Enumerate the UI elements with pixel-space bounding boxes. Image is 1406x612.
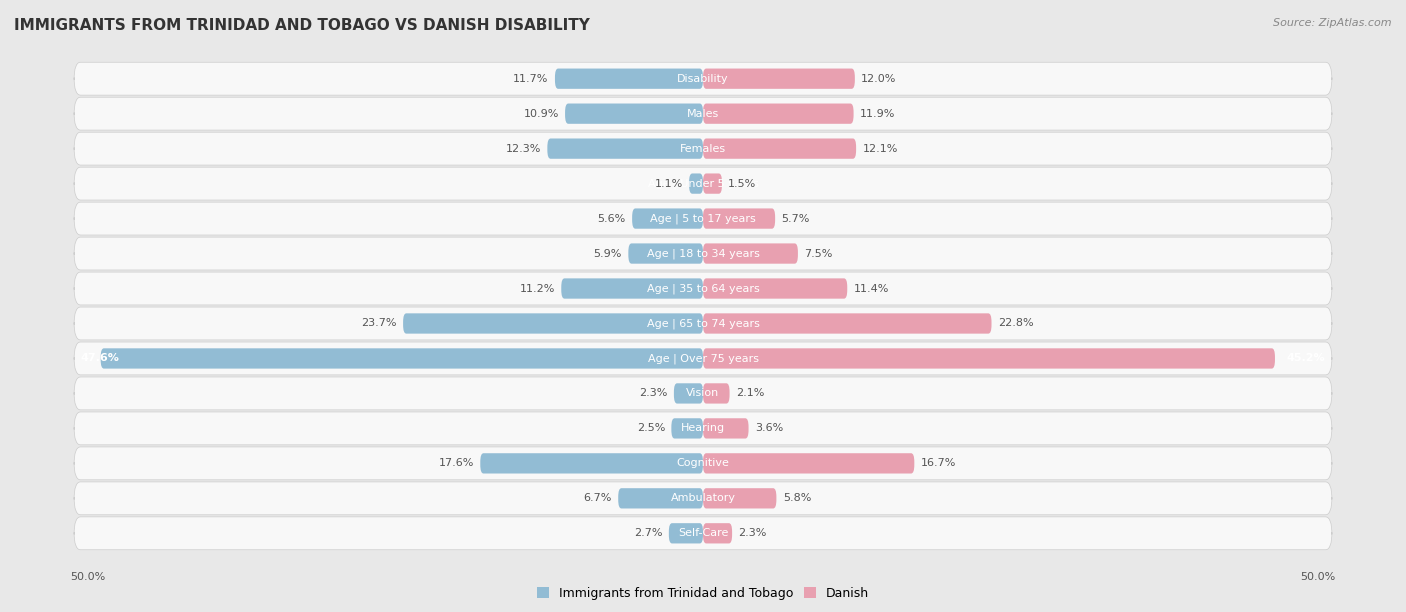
Text: 2.5%: 2.5% bbox=[637, 424, 665, 433]
Text: 1.1%: 1.1% bbox=[655, 179, 683, 188]
FancyBboxPatch shape bbox=[75, 412, 1331, 445]
Text: Source: ZipAtlas.com: Source: ZipAtlas.com bbox=[1274, 18, 1392, 28]
Text: 47.6%: 47.6% bbox=[80, 354, 120, 364]
Text: 45.2%: 45.2% bbox=[1286, 354, 1326, 364]
FancyBboxPatch shape bbox=[75, 272, 1331, 305]
FancyBboxPatch shape bbox=[75, 342, 1331, 375]
Text: 5.8%: 5.8% bbox=[783, 493, 811, 503]
Text: 12.3%: 12.3% bbox=[506, 144, 541, 154]
Text: 5.9%: 5.9% bbox=[593, 248, 621, 258]
FancyBboxPatch shape bbox=[101, 348, 703, 368]
FancyBboxPatch shape bbox=[669, 523, 703, 543]
Text: 50.0%: 50.0% bbox=[70, 572, 105, 582]
Text: Self-Care: Self-Care bbox=[678, 528, 728, 539]
Text: 17.6%: 17.6% bbox=[439, 458, 474, 468]
FancyBboxPatch shape bbox=[703, 69, 855, 89]
Text: 7.5%: 7.5% bbox=[804, 248, 832, 258]
Text: 12.1%: 12.1% bbox=[862, 144, 898, 154]
FancyBboxPatch shape bbox=[703, 244, 799, 264]
FancyBboxPatch shape bbox=[75, 202, 1331, 235]
Text: 16.7%: 16.7% bbox=[921, 458, 956, 468]
FancyBboxPatch shape bbox=[75, 167, 1331, 200]
Text: 5.6%: 5.6% bbox=[598, 214, 626, 223]
FancyBboxPatch shape bbox=[633, 209, 703, 229]
Text: 1.5%: 1.5% bbox=[728, 179, 756, 188]
FancyBboxPatch shape bbox=[75, 62, 1331, 95]
Text: Cognitive: Cognitive bbox=[676, 458, 730, 468]
Text: Disability: Disability bbox=[678, 73, 728, 84]
FancyBboxPatch shape bbox=[703, 418, 748, 439]
FancyBboxPatch shape bbox=[689, 173, 703, 194]
Text: Age | 5 to 17 years: Age | 5 to 17 years bbox=[650, 214, 756, 224]
FancyBboxPatch shape bbox=[703, 209, 775, 229]
FancyBboxPatch shape bbox=[565, 103, 703, 124]
Text: 11.7%: 11.7% bbox=[513, 73, 548, 84]
Text: Ambulatory: Ambulatory bbox=[671, 493, 735, 503]
Text: Females: Females bbox=[681, 144, 725, 154]
FancyBboxPatch shape bbox=[703, 313, 991, 334]
FancyBboxPatch shape bbox=[703, 278, 848, 299]
FancyBboxPatch shape bbox=[404, 313, 703, 334]
FancyBboxPatch shape bbox=[703, 173, 723, 194]
FancyBboxPatch shape bbox=[547, 138, 703, 159]
Text: 12.0%: 12.0% bbox=[860, 73, 897, 84]
FancyBboxPatch shape bbox=[672, 418, 703, 439]
FancyBboxPatch shape bbox=[75, 307, 1331, 340]
Text: Hearing: Hearing bbox=[681, 424, 725, 433]
Text: Males: Males bbox=[688, 109, 718, 119]
Text: 3.6%: 3.6% bbox=[755, 424, 783, 433]
Text: Age | Under 5 years: Age | Under 5 years bbox=[648, 178, 758, 189]
FancyBboxPatch shape bbox=[75, 377, 1331, 410]
FancyBboxPatch shape bbox=[703, 348, 1275, 368]
Text: 11.9%: 11.9% bbox=[860, 109, 896, 119]
Text: 11.2%: 11.2% bbox=[520, 283, 555, 294]
Text: Age | 35 to 64 years: Age | 35 to 64 years bbox=[647, 283, 759, 294]
FancyBboxPatch shape bbox=[628, 244, 703, 264]
Text: 50.0%: 50.0% bbox=[1301, 572, 1336, 582]
Text: 10.9%: 10.9% bbox=[523, 109, 558, 119]
FancyBboxPatch shape bbox=[703, 523, 733, 543]
FancyBboxPatch shape bbox=[75, 517, 1331, 550]
FancyBboxPatch shape bbox=[75, 482, 1331, 515]
FancyBboxPatch shape bbox=[703, 488, 776, 509]
FancyBboxPatch shape bbox=[75, 447, 1331, 480]
Text: 2.7%: 2.7% bbox=[634, 528, 662, 539]
Text: 22.8%: 22.8% bbox=[998, 318, 1033, 329]
FancyBboxPatch shape bbox=[673, 383, 703, 403]
FancyBboxPatch shape bbox=[75, 97, 1331, 130]
FancyBboxPatch shape bbox=[75, 237, 1331, 270]
FancyBboxPatch shape bbox=[555, 69, 703, 89]
Text: 2.3%: 2.3% bbox=[738, 528, 766, 539]
FancyBboxPatch shape bbox=[619, 488, 703, 509]
Text: Age | 18 to 34 years: Age | 18 to 34 years bbox=[647, 248, 759, 259]
FancyBboxPatch shape bbox=[703, 103, 853, 124]
Text: 2.3%: 2.3% bbox=[640, 389, 668, 398]
Text: 5.7%: 5.7% bbox=[782, 214, 810, 223]
Legend: Immigrants from Trinidad and Tobago, Danish: Immigrants from Trinidad and Tobago, Dan… bbox=[537, 587, 869, 600]
Text: IMMIGRANTS FROM TRINIDAD AND TOBAGO VS DANISH DISABILITY: IMMIGRANTS FROM TRINIDAD AND TOBAGO VS D… bbox=[14, 18, 591, 34]
FancyBboxPatch shape bbox=[703, 138, 856, 159]
FancyBboxPatch shape bbox=[703, 383, 730, 403]
Text: 6.7%: 6.7% bbox=[583, 493, 612, 503]
Text: Age | 65 to 74 years: Age | 65 to 74 years bbox=[647, 318, 759, 329]
FancyBboxPatch shape bbox=[561, 278, 703, 299]
Text: 2.1%: 2.1% bbox=[735, 389, 765, 398]
Text: Vision: Vision bbox=[686, 389, 720, 398]
FancyBboxPatch shape bbox=[481, 453, 703, 474]
FancyBboxPatch shape bbox=[75, 132, 1331, 165]
Text: 23.7%: 23.7% bbox=[361, 318, 396, 329]
Text: 11.4%: 11.4% bbox=[853, 283, 889, 294]
FancyBboxPatch shape bbox=[703, 453, 914, 474]
Text: Age | Over 75 years: Age | Over 75 years bbox=[648, 353, 758, 364]
